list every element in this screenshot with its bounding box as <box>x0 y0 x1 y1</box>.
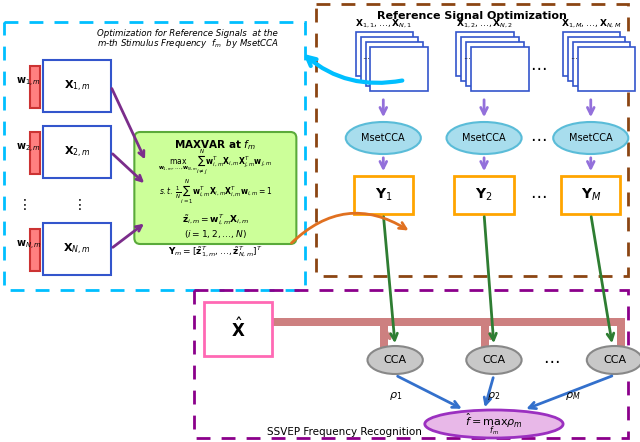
Text: $(i = 1, 2, \ldots, N)$: $(i = 1, 2, \ldots, N)$ <box>184 228 247 240</box>
Bar <box>467 42 524 86</box>
Text: $\mathbf{X}_{2,m}$: $\mathbf{X}_{2,m}$ <box>64 145 90 160</box>
Text: $\mathbf{Y}_m = [\tilde{\mathbf{z}}_{1,m}^T, \ldots, \tilde{\mathbf{z}}_{N,m}^T]: $\mathbf{Y}_m = [\tilde{\mathbf{z}}_{1,m… <box>168 245 262 259</box>
Bar <box>271 318 625 326</box>
Bar <box>29 229 40 271</box>
Text: $\mathbf{w}_{1,m}$: $\mathbf{w}_{1,m}$ <box>16 76 41 88</box>
Text: $m$-th Stimulus Frequency  $f_m$  by MsetCCA: $m$-th Stimulus Frequency $f_m$ by MsetC… <box>97 38 279 50</box>
Bar <box>29 66 40 108</box>
Text: MsetCCA: MsetCCA <box>569 133 612 143</box>
Bar <box>573 42 630 86</box>
Text: MsetCCA: MsetCCA <box>362 133 405 143</box>
Text: SSVEP Frequency Recognition: SSVEP Frequency Recognition <box>267 427 422 437</box>
Text: $\cdots$: $\cdots$ <box>530 58 547 76</box>
Bar <box>618 318 625 348</box>
Text: $\cdots$: $\cdots$ <box>530 186 547 204</box>
Text: $\tilde{\mathbf{z}}_{i,m} = \mathbf{w}_{i,m}^T \mathbf{X}_{i,m}$: $\tilde{\mathbf{z}}_{i,m} = \mathbf{w}_{… <box>182 213 249 227</box>
Bar <box>356 32 413 76</box>
Bar <box>454 176 514 214</box>
Text: $s.t. \; \frac{1}{N}\sum_{i=1}^{N} \mathbf{w}_{i,m}^T \mathbf{X}_{i,m} \mathbf{X: $s.t. \; \frac{1}{N}\sum_{i=1}^{N} \math… <box>159 178 272 206</box>
Text: $\rho_M$: $\rho_M$ <box>565 390 580 402</box>
Text: $\hat{\mathbf{X}}$: $\hat{\mathbf{X}}$ <box>231 317 245 341</box>
Text: $\vdots$: $\vdots$ <box>17 198 27 213</box>
Text: $\mathbf{Y}_M$: $\mathbf{Y}_M$ <box>580 187 601 203</box>
Bar <box>316 4 628 276</box>
Bar <box>29 132 40 174</box>
Bar <box>380 318 388 348</box>
Text: CCA: CCA <box>603 355 626 365</box>
Text: $\mathbf{X}_{N,m}$: $\mathbf{X}_{N,m}$ <box>63 241 91 256</box>
Bar <box>481 318 489 348</box>
Bar <box>365 42 423 86</box>
Bar <box>44 60 111 112</box>
Bar <box>44 126 111 178</box>
Ellipse shape <box>425 410 563 438</box>
Text: $\max_{\mathbf{w}_{1,m},\ldots,\mathbf{w}_{N,m}} \sum_{i\neq j}^{N} \mathbf{w}_{: $\max_{\mathbf{w}_{1,m},\ldots,\mathbf{w… <box>158 147 273 177</box>
Text: ...: ... <box>463 52 471 61</box>
Text: MAXVAR at $f_m$: MAXVAR at $f_m$ <box>175 138 256 152</box>
Text: Reference Signal Optimization: Reference Signal Optimization <box>377 11 567 21</box>
Text: $\rho_2$: $\rho_2$ <box>487 390 500 402</box>
Bar <box>354 176 413 214</box>
Bar <box>456 32 514 76</box>
Text: CCA: CCA <box>383 355 406 365</box>
Bar <box>44 223 111 275</box>
Text: $\rho_1$: $\rho_1$ <box>388 390 402 402</box>
Bar <box>578 47 636 91</box>
Bar <box>205 302 271 356</box>
Bar <box>561 176 620 214</box>
Text: $\mathbf{X}_{1,M}, \ldots, \mathbf{X}_{N,M}$: $\mathbf{X}_{1,M}, \ldots, \mathbf{X}_{N… <box>561 18 621 30</box>
Text: $\vdots$: $\vdots$ <box>72 198 82 213</box>
Text: $\mathbf{w}_{2,m}$: $\mathbf{w}_{2,m}$ <box>16 141 41 155</box>
Text: $\mathbf{X}_{1,1}, \ldots, \mathbf{X}_{N,1}$: $\mathbf{X}_{1,1}, \ldots, \mathbf{X}_{N… <box>355 18 412 30</box>
Text: $\mathbf{X}_{1,2}, \ldots, \mathbf{X}_{N,2}$: $\mathbf{X}_{1,2}, \ldots, \mathbf{X}_{N… <box>456 18 513 30</box>
Ellipse shape <box>587 346 640 374</box>
Bar <box>194 290 628 438</box>
Text: ...: ... <box>362 52 371 61</box>
Bar <box>568 37 625 81</box>
Bar <box>371 47 428 91</box>
Text: $\cdots$: $\cdots$ <box>530 129 547 147</box>
Bar <box>461 37 518 81</box>
Text: $\mathbf{X}_{1,m}$: $\mathbf{X}_{1,m}$ <box>64 78 90 94</box>
Text: CCA: CCA <box>483 355 506 365</box>
Ellipse shape <box>553 122 628 154</box>
Text: ...: ... <box>570 52 578 61</box>
Bar <box>563 32 620 76</box>
Text: MsetCCA: MsetCCA <box>462 133 506 143</box>
Text: $\cdots$: $\cdots$ <box>543 351 559 369</box>
Text: Optimization for Reference Signals  at the: Optimization for Reference Signals at th… <box>97 28 278 38</box>
Bar <box>471 47 529 91</box>
Text: $\mathbf{w}_{N,m}$: $\mathbf{w}_{N,m}$ <box>16 238 42 251</box>
Ellipse shape <box>346 122 421 154</box>
Bar <box>4 22 305 290</box>
Bar <box>360 37 418 81</box>
Ellipse shape <box>367 346 423 374</box>
Text: $\hat{f} = \max_{f_m} \rho_m$: $\hat{f} = \max_{f_m} \rho_m$ <box>465 412 523 437</box>
Text: $\mathbf{Y}_2$: $\mathbf{Y}_2$ <box>476 187 493 203</box>
Ellipse shape <box>447 122 522 154</box>
FancyBboxPatch shape <box>134 132 296 244</box>
Ellipse shape <box>467 346 522 374</box>
Text: $\mathbf{Y}_1$: $\mathbf{Y}_1$ <box>374 187 392 203</box>
